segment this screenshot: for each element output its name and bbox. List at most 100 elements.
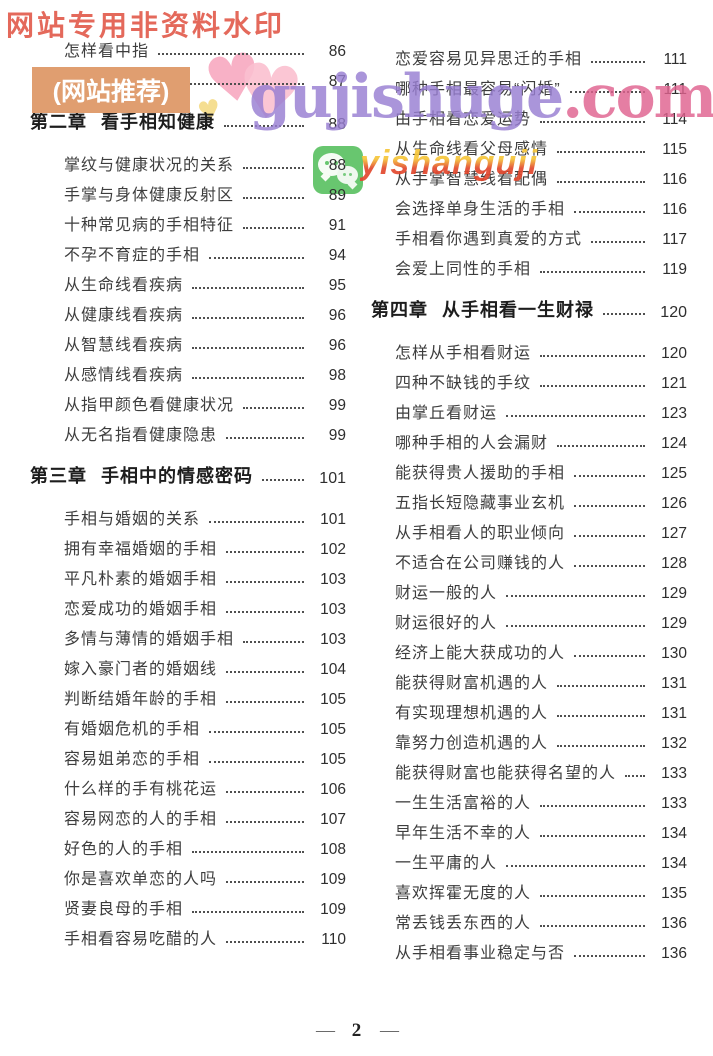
footer-dash: — <box>316 1020 335 1041</box>
entry-page-number: 103 <box>320 631 346 648</box>
entry-page-number: 91 <box>328 217 346 234</box>
dot-leader <box>557 151 645 153</box>
entry-title: 容易网恋的人的手相 <box>64 811 218 828</box>
entry-page-number: 110 <box>321 931 346 948</box>
chat-bubble-tail <box>347 179 358 190</box>
toc-entry-row: 财运一般的人 129 <box>371 582 687 603</box>
toc-entry-row: 手相看你遇到真爱的方式 117 <box>371 228 687 249</box>
dot-leader <box>540 805 645 807</box>
entry-title: 从手掌智慧线看配偶 <box>395 165 548 189</box>
dot-leader <box>540 835 645 837</box>
dot-leader <box>557 715 645 717</box>
site-logo-watermark: gujishuge.com <box>249 62 713 132</box>
dot-leader <box>540 925 645 927</box>
toc-entry-row: 从健康线看疾病 96 <box>30 304 346 325</box>
toc-entry-row: 由手相看恋爱运势 114 <box>371 108 687 129</box>
entry-page-number: 88 <box>328 116 346 133</box>
page-footer: — 2 — <box>0 1020 713 1042</box>
dot-leader <box>557 745 645 747</box>
dot-leader <box>574 505 645 507</box>
dot-leader <box>224 125 304 127</box>
toc-entry-row: 常丢钱丢东西的人 136 <box>371 912 687 933</box>
entry-title: 喜欢挥霍无度的人 <box>395 885 532 902</box>
entry-page-number: 87 <box>328 73 346 90</box>
dot-leader <box>226 881 304 883</box>
entry-title: 靠努力创造机遇的人 <box>395 735 549 752</box>
dot-leader <box>192 377 304 379</box>
entry-title: 哪种手相最容易“闪婚” <box>395 81 561 98</box>
entry-page-number: 128 <box>661 555 687 572</box>
entry-page-number: 105 <box>320 721 346 738</box>
toc-entry-row: 有婚姻危机的手相 105 <box>30 718 346 739</box>
entry-page-number: 119 <box>662 261 687 278</box>
entry-page-number: 99 <box>328 427 346 444</box>
entry-title: 从健康线看疾病 <box>64 307 184 324</box>
entry-page-number: 130 <box>661 645 687 662</box>
entry-page-number: 126 <box>661 495 687 512</box>
dot-leader <box>603 313 645 315</box>
entry-page-number: 106 <box>320 781 346 798</box>
toc-entry-row: 喜欢挥霍无度的人 135 <box>371 882 687 903</box>
entry-title: 手相与婚姻的关系 <box>64 511 201 528</box>
entry-title: 判断结婚年龄的手相 <box>64 691 218 708</box>
toc-right-column: 恋爱容易见异思迁的手相 111 哪种手相最容易“闪婚” 111 由手相看恋爱运势 114 从… <box>371 40 687 972</box>
entry-page-number: 131 <box>661 675 687 692</box>
toc-entry-row: 一生生活富裕的人 133 <box>371 792 687 813</box>
chapter-label: 第二章 <box>30 112 87 132</box>
entry-title: 怎样从手相看财运 <box>395 345 532 362</box>
dot-leader <box>226 791 304 793</box>
toc-entry-row: 你是喜欢单恋的人吗 109 <box>30 868 346 889</box>
entry-title: 常丢钱丢东西的人 <box>395 915 532 932</box>
entry-page-number: 103 <box>320 601 346 618</box>
entry-title: 哪种手相的人会漏财 <box>395 435 549 452</box>
entry-page-number: 105 <box>320 691 346 708</box>
entry-title: 手相看你遇到真爱的方式 <box>395 231 583 248</box>
entry-page-number: 131 <box>661 705 687 722</box>
toc-entry-row: 哪种手相的人会漏财 124 <box>371 432 687 453</box>
chapter-title: 看手相知健康 <box>101 112 215 132</box>
dot-leader <box>209 257 304 259</box>
watermark-corner-notice: 网站专用非资料水印 <box>6 10 286 41</box>
dot-leader <box>591 241 645 243</box>
toc-entry-row: 能获得财富机遇的人 131 <box>371 672 687 693</box>
entry-page-number: 123 <box>661 405 687 422</box>
toc-entry-row: 从手相看人的职业倾向 127 <box>371 522 687 543</box>
entry-title: 掌纹与健康状况的关系 <box>64 157 235 174</box>
entry-page-number: 88 <box>328 157 346 174</box>
entry-page-number: 129 <box>661 585 687 602</box>
toc-entry-row: 怎样看中指 86 <box>30 40 346 61</box>
entry-page-number: 116 <box>662 171 687 188</box>
entry-page-number: 136 <box>661 945 687 962</box>
entry-page-number: 125 <box>661 465 687 482</box>
toc-entry-row: 从无名指看健康隐患 99 <box>30 424 346 445</box>
entry-page-number: 103 <box>320 571 346 588</box>
entry-page-number: 96 <box>328 307 346 324</box>
toc-left-column: 怎样看中指86怎样看小拇指87第二章看手相知健康88掌纹与健康状况的关系88手掌… <box>30 40 346 958</box>
entry-title: 从感情线看疾病 <box>64 367 184 384</box>
entry-title: 四种不缺钱的手纹 <box>395 375 532 392</box>
entry-title: 拥有幸福婚姻的手相 <box>64 541 218 558</box>
dot-leader <box>574 955 645 957</box>
dot-leader <box>540 895 645 897</box>
site-recommendation-badge: (网站推荐) <box>32 67 190 113</box>
dot-leader <box>506 415 645 417</box>
entry-title: 从生命线看疾病 <box>64 277 184 294</box>
entry-page-number: 86 <box>328 43 346 60</box>
entry-page-number: 135 <box>661 885 687 902</box>
toc-entry-row: 手相与婚姻的关系 101 <box>30 508 346 529</box>
entry-title: 从智慧线看疾病 <box>64 337 184 354</box>
dot-leader <box>574 655 645 657</box>
toc-entry-row: 从手掌智慧线看配偶 116 <box>371 168 687 189</box>
entry-page-number: 107 <box>320 811 346 828</box>
dot-leader <box>243 641 304 643</box>
entry-title: 不孕不育症的手相 <box>64 247 201 264</box>
toc-entry-row: 多情与薄情的婚姻手相 103 <box>30 628 346 649</box>
entry-title: 财运一般的人 <box>395 585 498 602</box>
chapter-title: 手相中的情感密码 <box>101 466 253 486</box>
toc-entry-row: 不适合在公司赚钱的人 128 <box>371 552 687 573</box>
toc-entry-row: 掌纹与健康状况的关系 88 <box>30 154 346 175</box>
dot-leader <box>625 775 645 777</box>
entry-title: 早年生活不幸的人 <box>395 825 532 842</box>
entry-page-number: 120 <box>661 345 687 362</box>
toc-entry-row: 十种常见病的手相特征 91 <box>30 214 346 235</box>
